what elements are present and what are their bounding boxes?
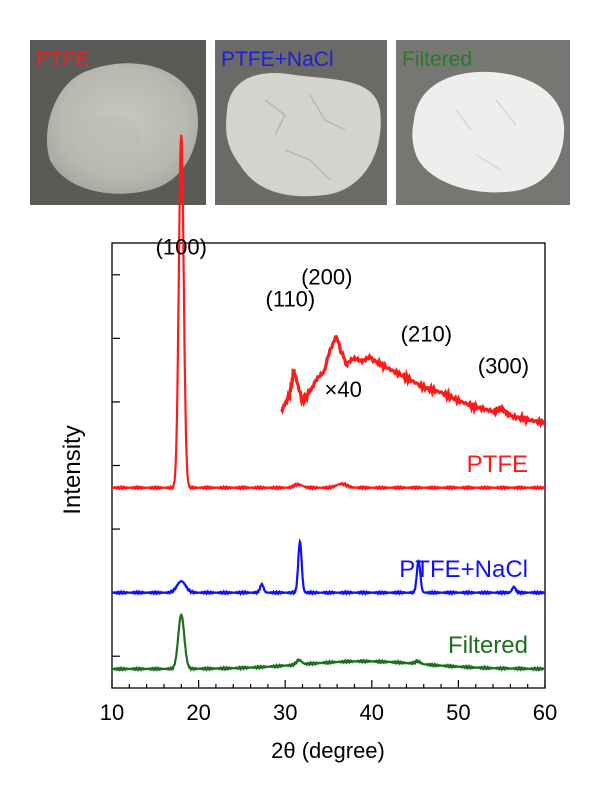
photo-label-ptfe-nacl: PTFE+NaCl (221, 48, 334, 71)
series-line-ptfe-nacl (112, 537, 546, 597)
photo-filtered: Filtered (396, 40, 570, 205)
series-label: PTFE (467, 451, 528, 478)
series-line-ptfe (112, 134, 546, 492)
ptfe-powder-image (30, 40, 206, 205)
x-tick-label: 10 (100, 700, 124, 725)
series-label: PTFE+NaCl (399, 556, 528, 583)
x-tick-label: 20 (186, 700, 210, 725)
x-tick-label: 30 (273, 700, 297, 725)
photo-ptfe: PTFE (30, 40, 206, 205)
inset-scale-label: ×40 (325, 377, 362, 402)
series-label: Filtered (448, 632, 528, 659)
peak-annotation: (300) (478, 353, 529, 378)
ptfe-nacl-powder-image (215, 40, 387, 205)
inset-line-x40 (280, 334, 546, 429)
photo-ptfe-nacl: PTFE+NaCl (215, 40, 387, 205)
filtered-powder-image (396, 40, 570, 205)
y-axis-label: Intensity (59, 425, 86, 514)
series-line-filtered (112, 612, 546, 673)
photo-label-filtered: Filtered (402, 48, 473, 71)
peak-annotation: (200) (301, 264, 352, 289)
peak-annotation: (110) (266, 287, 316, 312)
peak-annotation: (210) (401, 322, 452, 347)
x-axis-label: 2θ (degree) (271, 738, 385, 763)
peak-annotation: (100) (156, 234, 207, 259)
x-tick-label: 40 (360, 700, 384, 725)
photo-label-ptfe: PTFE (36, 48, 90, 71)
x-tick-label: 50 (446, 700, 470, 725)
x-tick-label: 60 (533, 700, 557, 725)
